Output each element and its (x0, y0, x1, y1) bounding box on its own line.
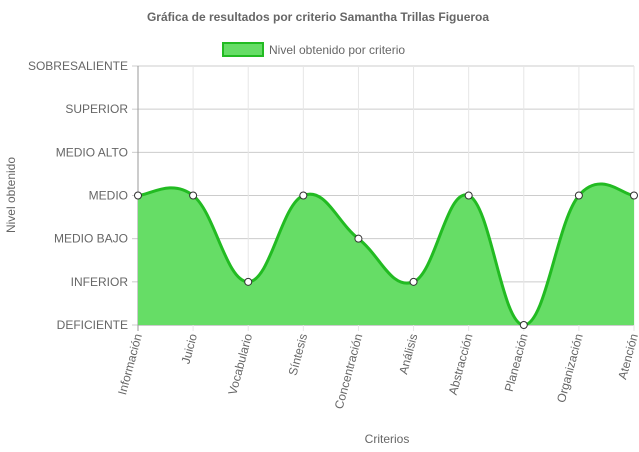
x-tick-label: Juicio (179, 332, 201, 366)
data-point[interactable]: Síntesis: MEDIO (299, 191, 308, 200)
data-point[interactable]: Organización: MEDIO (574, 191, 583, 200)
data-point[interactable]: Concentración: MEDIO BAJO (354, 234, 363, 243)
x-tick-label: Vocabulario (225, 332, 255, 397)
x-tick-label: Análisis (396, 332, 420, 376)
data-points: Información: MEDIO Juicio: MEDIO Vocabular… (134, 191, 638, 329)
y-tick-label: INFERIOR (71, 275, 129, 289)
y-tick-label: SUPERIOR (65, 102, 128, 116)
y-tick-label: MEDIO (89, 189, 128, 203)
series-fill (138, 183, 634, 325)
y-tick-label: MEDIO BAJO (54, 232, 128, 246)
data-point[interactable]: Información: MEDIO (134, 191, 142, 200)
legend-swatch[interactable] (222, 42, 264, 57)
data-point[interactable]: Atención: MEDIO (630, 191, 638, 200)
y-axis-label: Nivel obtenido (4, 157, 18, 233)
series-line (137, 182, 635, 327)
legend[interactable]: Nivel obtenido por criterio (222, 42, 405, 57)
x-tick-label: Organización (554, 332, 586, 404)
chart-title: Gráfica de resultados por criterio Saman… (147, 10, 489, 24)
data-point[interactable]: Vocabulario: INFERIOR (244, 277, 253, 286)
data-point[interactable]: Análisis: INFERIOR (409, 277, 418, 286)
y-axis-ticks: DEFICIENTE INFERIOR MEDIO BAJO MEDIO MEDIO A… (28, 59, 128, 332)
data-point[interactable]: Abstracción: MEDIO (464, 191, 473, 200)
y-tick-label: DEFICIENTE (57, 318, 128, 332)
data-point[interactable]: Juicio: MEDIO (189, 191, 198, 200)
x-tick-label: Atención (615, 332, 639, 381)
series-area (137, 182, 635, 327)
x-tick-label: Abstracción (446, 332, 476, 396)
legend-label[interactable]: Nivel obtenido por criterio (269, 43, 405, 57)
y-tick-label: SOBRESALIENTE (28, 59, 128, 73)
x-tick-label: Información (115, 332, 145, 396)
x-tick-label: Planeación (502, 332, 531, 393)
x-axis-label: Criterios (365, 432, 410, 446)
data-point[interactable]: Planeación: DEFICIENTE (519, 321, 528, 329)
x-axis-ticks: Información Juicio Vocabulario Síntesis Conc… (115, 332, 639, 411)
y-tick-label: MEDIO ALTO (56, 145, 128, 159)
x-tick-label: Síntesis (286, 332, 311, 377)
x-tick-label: Concentración (332, 332, 366, 410)
